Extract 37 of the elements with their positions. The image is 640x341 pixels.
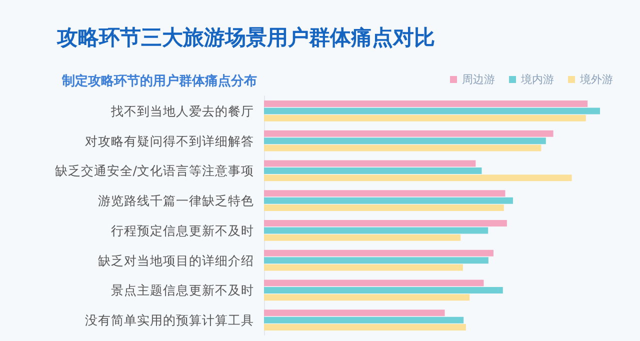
bar (264, 160, 476, 167)
bar (264, 190, 506, 197)
y-tick-label: 缺乏交通安全/文化语言等注意事项 (54, 163, 254, 178)
bar (264, 204, 504, 211)
y-tick-label: 景点主题信息更新不及时 (111, 282, 254, 298)
text: 制定攻略环节的用户群体痛点分布 (61, 73, 257, 89)
legend-label: 境内游 (520, 73, 554, 86)
bar (264, 100, 588, 108)
bar (264, 280, 484, 286)
y-tick-label: 找不到当地人爱去的餐厅 (110, 103, 254, 118)
bar (264, 167, 482, 174)
legend-label: 境外游 (579, 73, 613, 86)
y-tick-label: 对攻略有疑问得不到详细解答 (85, 133, 254, 148)
bar (264, 250, 494, 256)
bar (264, 234, 461, 241)
bar (264, 114, 586, 122)
bar (264, 197, 513, 204)
y-tick-label: 没有简单实用的预算计算工具 (85, 312, 254, 328)
bar (264, 310, 445, 316)
bar (264, 227, 488, 234)
bar (264, 138, 546, 144)
y-tick-label: 行程预定信息更新不及时 (111, 222, 254, 238)
bar (264, 257, 488, 264)
chart-title: 攻略环节三大旅游场景用户群体痛点对比 (56, 26, 435, 50)
bar (264, 324, 466, 330)
bar (264, 108, 600, 114)
y-tick-label: 缺乏对当地项目的详细介绍 (98, 252, 254, 268)
bar (264, 174, 572, 182)
legend-label: 周边游 (462, 73, 495, 86)
bar (264, 130, 554, 137)
bar (264, 264, 463, 271)
bar (264, 316, 464, 324)
bar (264, 144, 542, 152)
bar (264, 294, 470, 301)
bar (264, 220, 507, 227)
bar (264, 286, 503, 294)
y-tick-label: 游览路线千篇一律缺乏特色 (98, 193, 254, 208)
